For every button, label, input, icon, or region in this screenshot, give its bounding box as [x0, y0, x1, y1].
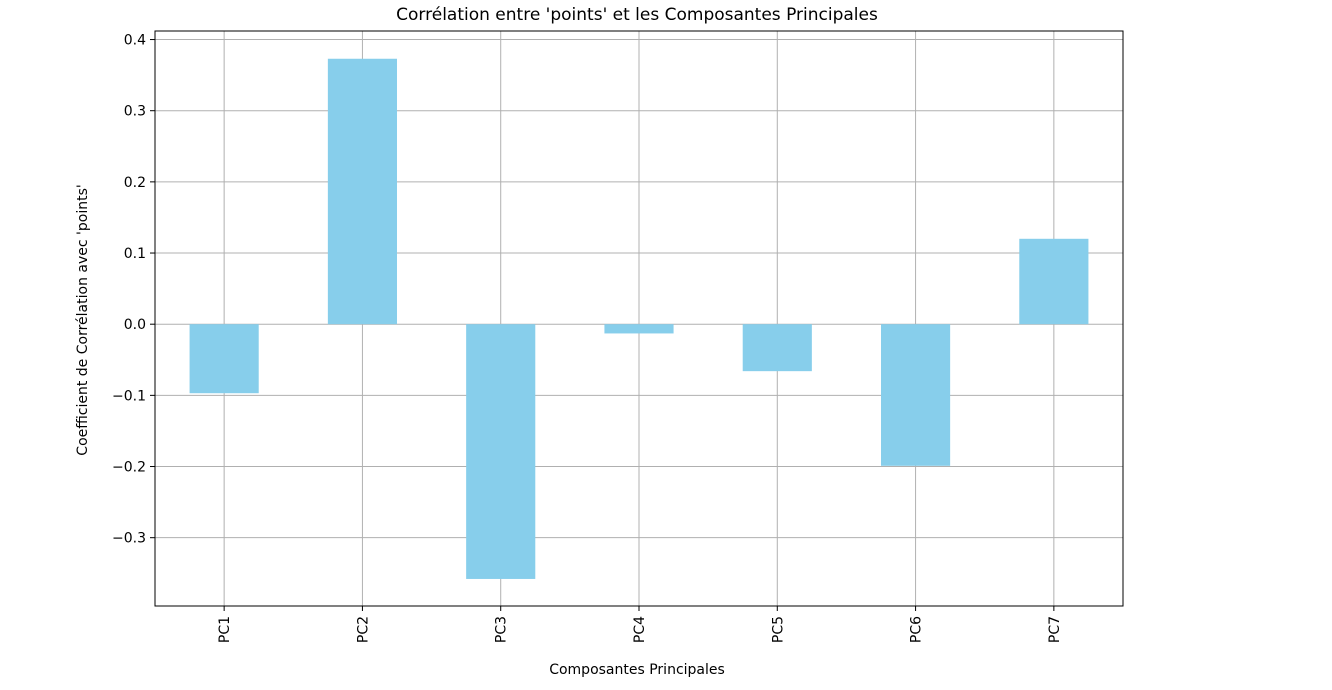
grid-layer — [155, 31, 1123, 606]
x-axis-label: Composantes Principales — [549, 662, 725, 678]
bar-pc4 — [604, 324, 674, 334]
x-tick-label: PC2 — [355, 616, 371, 643]
y-axis-label: Coefficient de Corrélation avec 'points' — [75, 184, 91, 455]
bar-pc5 — [742, 324, 812, 372]
y-tick-label: −0.1 — [112, 388, 146, 404]
y-tick-label: −0.2 — [112, 460, 146, 476]
x-tick-label: PC1 — [217, 616, 233, 643]
x-tick-label: PC6 — [909, 616, 925, 643]
bar-pc7 — [1019, 238, 1089, 325]
y-tick-label: 0.2 — [124, 175, 146, 191]
tick-layer: −0.3 −0.2 −0.1 0.0 0.1 0.2 0.3 0.4 PC1 PC2 PC3 PC4 P… — [112, 33, 1063, 644]
x-tick-label: PC7 — [1047, 616, 1063, 643]
y-tick-label: 0.0 — [124, 317, 146, 333]
x-tick-label: PC3 — [494, 616, 510, 643]
y-tick-label: −0.3 — [112, 531, 146, 547]
y-tick-label: 0.3 — [124, 104, 146, 120]
bar-pc1 — [189, 324, 259, 394]
bar-layer — [189, 58, 1089, 579]
x-tick-label: PC4 — [632, 616, 648, 643]
chart-title: Corrélation entre 'points' et les Compos… — [396, 5, 878, 25]
y-tick-label: 0.4 — [124, 33, 146, 49]
bar-pc6 — [881, 324, 951, 466]
x-tick-label: PC5 — [770, 616, 786, 643]
y-tick-label: 0.1 — [124, 246, 146, 262]
bar-pc3 — [466, 324, 536, 579]
bar-pc2 — [327, 58, 397, 325]
